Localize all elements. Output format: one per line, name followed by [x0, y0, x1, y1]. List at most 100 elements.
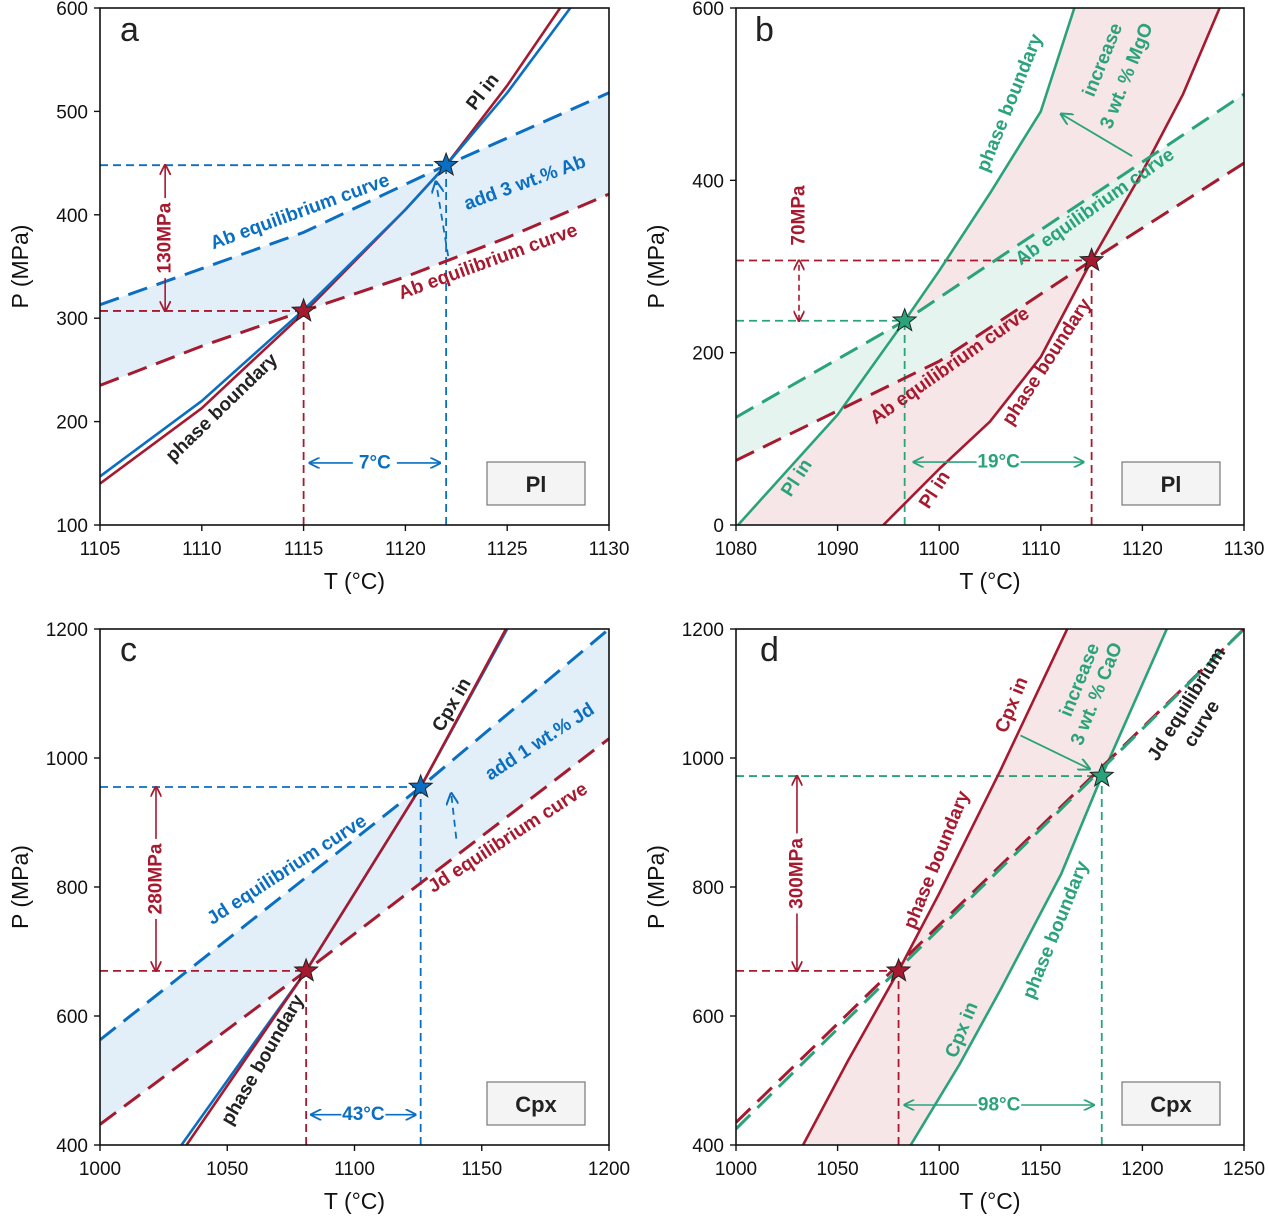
span-pressure: 70MPa — [788, 185, 809, 321]
span-pressure: 300MPa — [786, 776, 807, 971]
y-axis-label: P (MPa) — [643, 225, 669, 309]
y-axis-label: P (MPa) — [7, 845, 33, 929]
x-tick-label: 1150 — [461, 1159, 502, 1180]
panel-letter: a — [120, 11, 139, 49]
mineral-box — [486, 461, 586, 506]
curve-annotation: Pl in — [462, 70, 503, 115]
panel-d: 300MPa 98°C 1000 1050 1100 1150 1200 1250 400 600… — [643, 620, 1265, 1214]
intersection-star-icon — [433, 151, 459, 177]
intersection-star-icon — [407, 773, 434, 798]
span-temperature: 43°C — [311, 1104, 415, 1125]
x-tick-label: 1090 — [816, 539, 858, 560]
y-tick-label: 600 — [56, 1007, 88, 1028]
x-tick-label: 1115 — [284, 539, 323, 560]
panel-letter: c — [120, 631, 137, 669]
intersection-star-icon — [1078, 247, 1105, 272]
shift-arrow — [436, 182, 450, 257]
y-tick-label: 500 — [56, 102, 88, 123]
panel-letter: b — [755, 11, 774, 49]
x-tick-label: 1250 — [1223, 1159, 1265, 1180]
y-tick-label: 100 — [56, 516, 88, 537]
panel-c: 280MPa 43°C 1000 1050 1100 1150 1200 400 600 800 1… — [7, 620, 630, 1214]
x-tick-label: 1000 — [715, 1159, 757, 1180]
x-axis-label: T (°C) — [959, 568, 1020, 594]
intersection-star-icon — [290, 297, 317, 322]
x-tick-label: 1100 — [919, 539, 960, 560]
shaded-region — [738, 8, 1220, 525]
x-tick-label: 1130 — [589, 539, 630, 560]
x-tick-label: 1200 — [1121, 1159, 1163, 1180]
x-tick-label: 1080 — [715, 539, 757, 560]
plot-area — [736, 8, 1244, 525]
y-tick-label: 1200 — [46, 620, 88, 641]
y-tick-label: 0 — [713, 516, 724, 537]
intersection-star-icon — [1088, 762, 1115, 787]
x-tick-label: 1105 — [80, 539, 121, 560]
span-temperature: 7°C — [310, 452, 440, 473]
panel-b: 70MPa 19°C 1080 1090 1100 1110 1120 1130 0 200 400… — [643, 0, 1264, 594]
plot-area — [100, 8, 609, 525]
shift-arrow — [1061, 114, 1133, 157]
plot-frame — [735, 7, 1245, 526]
y-tick-label: 600 — [56, 0, 88, 20]
plot-frame — [99, 7, 610, 526]
mineral-box — [1121, 461, 1221, 506]
x-tick-label: 1200 — [588, 1159, 630, 1180]
span-temperature: 98°C — [905, 1095, 1094, 1116]
curve-annotation: phase boundary — [162, 349, 282, 466]
shaded-region — [100, 92, 609, 386]
equilibrium-curve — [100, 192, 609, 387]
span-label: 300MPa — [786, 838, 807, 909]
x-axis-label: T (°C) — [959, 1188, 1020, 1214]
x-tick-label: 1120 — [385, 539, 426, 560]
equilibrium-curve — [100, 91, 609, 307]
intersection-star-icon — [885, 957, 912, 982]
phase-boundary-curve — [882, 8, 1221, 525]
x-tick-label: 1050 — [816, 1159, 858, 1180]
span-label: 70MPa — [788, 185, 809, 246]
y-tick-label: 400 — [692, 171, 724, 192]
x-tick-label: 1120 — [1122, 539, 1163, 560]
x-tick-label: 1100 — [334, 1159, 375, 1180]
y-tick-label: 400 — [56, 206, 88, 227]
shift-arrow — [1020, 734, 1089, 769]
y-tick-label: 600 — [692, 1007, 724, 1028]
y-tick-label: 400 — [692, 1136, 724, 1157]
y-tick-label: 1000 — [682, 749, 724, 770]
plot-area — [100, 629, 609, 1145]
mineral-box — [486, 1081, 586, 1126]
span-label: 280MPa — [145, 843, 166, 914]
shaded-region — [100, 629, 609, 1125]
y-tick-label: 400 — [56, 1136, 88, 1157]
phase-boundary-curve — [185, 629, 508, 1145]
y-tick-label: 300 — [56, 309, 88, 330]
mineral-label: Cpx — [1150, 1092, 1192, 1117]
x-tick-label: 1125 — [487, 539, 528, 560]
y-axis-label: P (MPa) — [7, 225, 33, 309]
phase-boundary-curve — [801, 629, 1069, 1145]
mineral-box — [1121, 1081, 1221, 1126]
x-axis-label: T (°C) — [324, 568, 385, 594]
y-tick-label: 1000 — [46, 749, 88, 770]
x-tick-label: 1150 — [1020, 1159, 1061, 1180]
x-tick-label: 1050 — [206, 1159, 248, 1180]
span-pressure: 130MPa — [155, 165, 176, 311]
y-tick-label: 200 — [692, 344, 724, 365]
span-pressure: 280MPa — [145, 787, 166, 971]
intersection-star-icon — [891, 307, 918, 332]
x-tick-label: 1100 — [919, 1159, 960, 1180]
span-label: 43°C — [342, 1104, 385, 1125]
span-temperature: 19°C — [914, 452, 1084, 473]
shaded-region — [803, 629, 1167, 1145]
plot-area — [736, 629, 1244, 1145]
y-tick-label: 1200 — [682, 620, 724, 641]
y-axis-label: P (MPa) — [643, 845, 669, 929]
span-label: 7°C — [359, 452, 391, 473]
y-tick-label: 800 — [56, 878, 88, 899]
x-tick-label: 1110 — [182, 539, 221, 560]
x-axis-label: T (°C) — [324, 1188, 385, 1214]
x-tick-label: 1000 — [79, 1159, 121, 1180]
span-label: 98°C — [978, 1095, 1021, 1116]
span-label: 130MPa — [155, 202, 176, 273]
